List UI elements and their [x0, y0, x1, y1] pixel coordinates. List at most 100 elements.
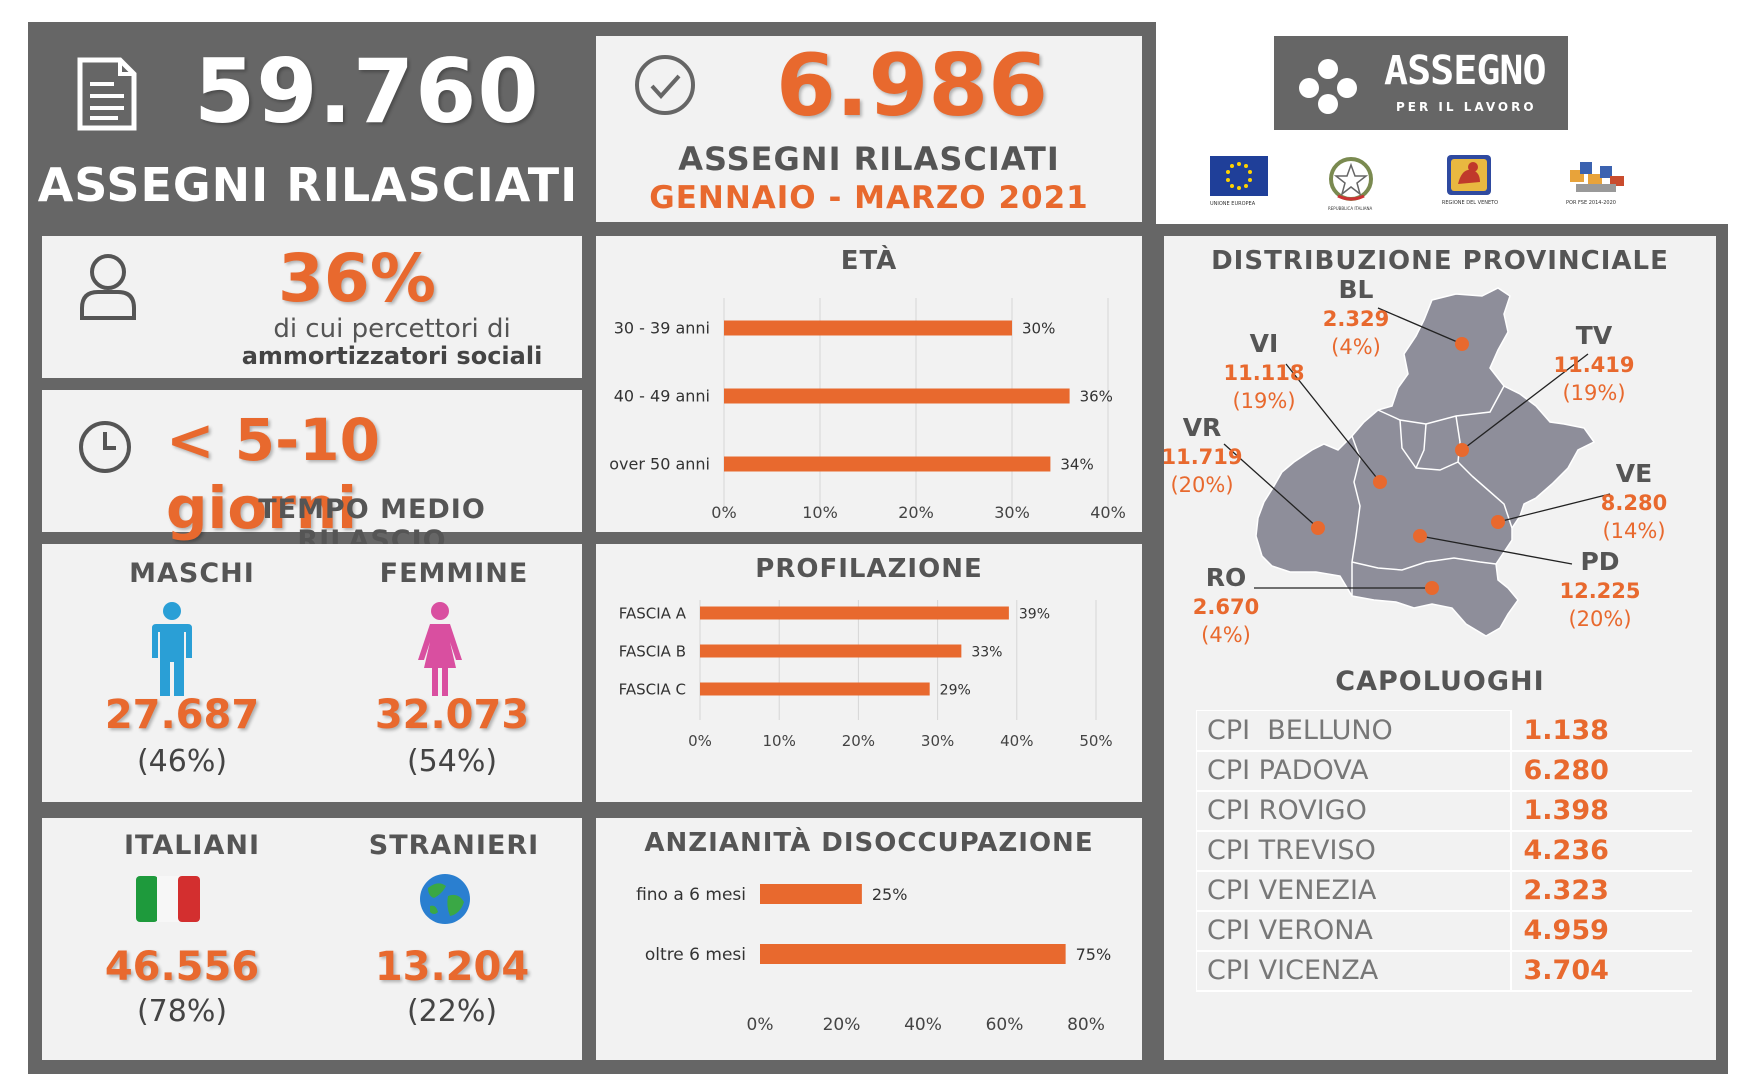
repubblica-logo: REPUBBLICA ITALIANA — [1328, 156, 1374, 211]
cpi-name: CPI BELLUNO — [1196, 710, 1511, 752]
profile-chart-card: PROFILAZIONE 0% 10% 20% 30% 40% 50% FASCIA A 39… — [596, 544, 1142, 802]
female-label: FEMMINE — [379, 558, 529, 589]
category-label: over 50 anni — [609, 455, 710, 474]
ammortizzatori-card: 36% di cui percettori di ammortizzatori … — [42, 236, 582, 378]
category-label: fino a 6 mesi — [636, 885, 746, 905]
male-icon — [152, 602, 192, 696]
value-label: 34% — [1060, 456, 1093, 474]
province-code: TV — [1576, 321, 1613, 350]
tick-label: 20% — [842, 732, 875, 750]
male-label: MASCHI — [129, 558, 255, 589]
unemployment-chart-card: ANZIANITÀ DISOCCUPAZIONE 0% 20% 40% 60% 80% f… — [596, 818, 1142, 1060]
gender-card: MASCHI FEMMINE 27.687 32.073 (46%) (54%) — [42, 544, 582, 802]
assegno-logo: ASSEGNO PER IL LAVORO — [1274, 36, 1568, 130]
ammortizzatori-line2: ammortizzatori sociali — [241, 342, 543, 370]
por-fse-icon — [1570, 162, 1624, 192]
province-marker — [1425, 581, 1439, 595]
cpi-value: 3.704 — [1509, 950, 1692, 992]
bar — [700, 644, 962, 658]
female-pct: (54%) — [406, 744, 498, 779]
por-logo-text: POR FSE 2014-2020 — [1566, 200, 1616, 206]
bar — [724, 320, 1012, 336]
province-value: 11.719 — [1164, 445, 1243, 469]
repubblica-logo-text: REPUBBLICA ITALIANA — [1328, 206, 1373, 211]
male-value: 27.687 — [104, 692, 260, 738]
value-label: 75% — [1076, 945, 1112, 964]
province-marker — [1413, 529, 1427, 543]
eu-flag-icon — [1210, 156, 1268, 196]
quarter-value: 6.986 — [776, 36, 1049, 136]
category-label: FASCIA B — [619, 642, 686, 660]
leader-line — [1497, 493, 1611, 523]
total-header: 59.760 ASSEGNI RILASCIATI — [28, 22, 588, 232]
table-row: CPI TREVISO 4.236 — [1196, 830, 1692, 872]
tick-label: 0% — [711, 503, 736, 522]
province-value: 8.280 — [1601, 491, 1667, 515]
province-code: BL — [1339, 275, 1374, 304]
italian-value: 46.556 — [104, 944, 260, 990]
quarter-label: ASSEGNI RILASCIATI — [678, 140, 1060, 178]
category-label: FASCIA C — [619, 680, 686, 698]
tick-label: 60% — [986, 1015, 1024, 1035]
male-pct: (46%) — [136, 744, 228, 779]
profile-chart: 0% 10% 20% 30% 40% 50% FASCIA A 39% FASCIA B 33% F… — [619, 600, 1113, 750]
cpi-name: CPI VENEZIA — [1196, 870, 1511, 912]
map-card: DISTRIBUZIONE PROVINCIALE BL 2.329 (4%) TV 1… — [1164, 236, 1716, 1060]
province-pct: (4%) — [1201, 623, 1251, 647]
table-row: CPI VENEZIA 2.323 — [1196, 870, 1692, 912]
province-value: 11.118 — [1223, 361, 1304, 385]
province-code: RO — [1206, 563, 1247, 592]
table-row: CPI ROVIGO 1.398 — [1196, 790, 1692, 832]
ammortizzatori-value: 36% — [278, 240, 436, 317]
foreign-label: STRANIERI — [368, 830, 540, 861]
cpi-value: 4.236 — [1509, 830, 1692, 872]
map-title: DISTRIBUZIONE PROVINCIALE — [1211, 246, 1669, 276]
province-pct: (19%) — [1232, 389, 1295, 413]
cpi-name: CPI VICENZA — [1196, 950, 1511, 992]
province-value: 11.419 — [1553, 353, 1634, 377]
italian-flag-icon — [136, 876, 200, 922]
province-code: VE — [1616, 459, 1652, 488]
province-pct: (19%) — [1562, 381, 1625, 405]
quarter-card: 6.986 ASSEGNI RILASCIATI GENNAIO - MARZO… — [596, 36, 1142, 222]
logo-title: ASSEGNO — [1384, 48, 1547, 94]
veneto-map — [1255, 287, 1596, 637]
cpi-value: 6.280 — [1509, 750, 1692, 792]
female-value: 32.073 — [374, 692, 530, 738]
female-icon — [418, 602, 462, 696]
value-label: 29% — [940, 682, 971, 698]
province-code: VR — [1183, 413, 1222, 442]
category-label: FASCIA A — [619, 604, 687, 622]
value-label: 39% — [1019, 606, 1050, 622]
table-row: CPI VERONA 4.959 — [1196, 910, 1692, 952]
table-row: CPI PADOVA 6.280 — [1196, 750, 1692, 792]
bar — [724, 388, 1070, 404]
total-value: 59.760 — [194, 40, 540, 143]
cpi-value: 1.398 — [1509, 790, 1692, 832]
leader-line — [1377, 307, 1463, 345]
foreign-pct: (22%) — [406, 994, 498, 1029]
tick-label: 0% — [747, 1015, 774, 1035]
province-code: PD — [1580, 547, 1619, 576]
map-markers: BL 2.329 (4%) TV 11.419 (19%) VI 11.118 (19%) VR 1… — [1164, 275, 1667, 647]
province-pct: (20%) — [1568, 607, 1631, 631]
value-label: 25% — [872, 885, 908, 904]
tick-label: 30% — [921, 732, 954, 750]
cpi-name: CPI ROVIGO — [1196, 790, 1511, 832]
age-chart-title: ETÀ — [840, 246, 898, 276]
table-row: CPI VICENZA 3.704 — [1196, 950, 1692, 992]
tick-label: 0% — [688, 732, 712, 750]
foreign-value: 13.204 — [374, 944, 530, 990]
cpi-value: 4.959 — [1509, 910, 1692, 952]
tick-label: 20% — [823, 1015, 861, 1035]
category-label: oltre 6 mesi — [645, 945, 746, 965]
value-label: 33% — [971, 644, 1002, 660]
province-pct: (20%) — [1170, 473, 1233, 497]
origin-card: ITALIANI STRANIERI 46.556 13.204 (78%) (… — [42, 818, 582, 1060]
emblem-icon — [1329, 157, 1373, 201]
eu-logo-text: UNIONE EUROPEA — [1210, 201, 1256, 207]
table-row: CPI BELLUNO 1.138 — [1196, 710, 1692, 752]
profile-chart-title: PROFILAZIONE — [755, 554, 983, 584]
tick-label: 80% — [1067, 1015, 1105, 1035]
province-value: 2.670 — [1193, 595, 1259, 619]
